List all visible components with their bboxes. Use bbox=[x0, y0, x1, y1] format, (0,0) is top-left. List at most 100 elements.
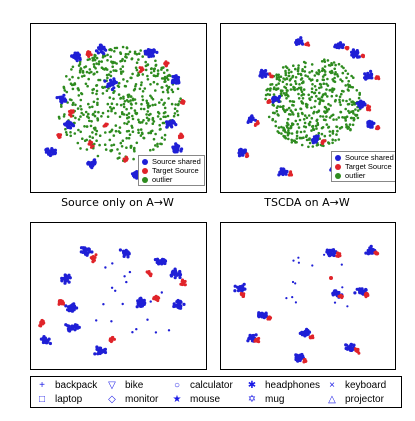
outlier-point bbox=[326, 59, 330, 62]
outlier-point bbox=[119, 97, 122, 100]
outlier-point bbox=[71, 65, 75, 69]
outlier-point bbox=[152, 148, 155, 151]
outlier-point bbox=[91, 105, 94, 109]
outlier-point bbox=[276, 130, 279, 133]
shared-point bbox=[121, 302, 124, 306]
outlier-point bbox=[73, 82, 76, 86]
outlier-point bbox=[298, 118, 302, 122]
target-point bbox=[180, 283, 184, 287]
shared-point bbox=[331, 248, 336, 252]
outlier-point bbox=[284, 69, 287, 73]
outlier-point bbox=[311, 83, 314, 86]
outlier-point bbox=[328, 134, 332, 137]
outlier-point bbox=[282, 104, 285, 108]
outlier-point bbox=[146, 63, 150, 66]
shared-point bbox=[294, 282, 297, 285]
outlier-point bbox=[313, 85, 317, 88]
outlier-point bbox=[172, 114, 176, 118]
class-legend-label: monitor bbox=[125, 393, 159, 405]
shared-point bbox=[46, 149, 50, 153]
shared-point bbox=[110, 87, 114, 92]
outlier-point bbox=[290, 70, 293, 74]
outlier-point bbox=[300, 136, 304, 140]
shared-point bbox=[110, 286, 114, 289]
outlier-point bbox=[128, 50, 132, 54]
outlier-point bbox=[338, 100, 342, 104]
shared-point bbox=[66, 275, 70, 279]
target-point bbox=[57, 133, 61, 136]
outlier-point bbox=[321, 78, 325, 81]
outlier-point bbox=[131, 130, 135, 133]
target-marker-icon bbox=[335, 163, 341, 170]
outlier-point bbox=[166, 88, 169, 92]
shared-point bbox=[102, 45, 106, 49]
outlier-point bbox=[151, 97, 155, 101]
outlier-point bbox=[331, 90, 334, 94]
outlier-point bbox=[295, 141, 298, 144]
shared-point bbox=[239, 153, 243, 157]
outlier-point bbox=[327, 125, 331, 129]
outlier-point bbox=[131, 114, 134, 118]
outlier-point bbox=[137, 58, 140, 61]
outlier-point bbox=[294, 119, 298, 123]
outlier-point bbox=[123, 59, 127, 63]
target-point bbox=[268, 72, 272, 76]
outlier-point bbox=[319, 83, 323, 86]
outlier-point bbox=[303, 114, 307, 117]
outlier-point bbox=[141, 132, 144, 135]
outlier-point bbox=[285, 66, 289, 70]
outlier-point bbox=[122, 78, 125, 81]
outlier-point bbox=[339, 103, 342, 107]
shared-point bbox=[248, 333, 252, 337]
outlier-point bbox=[106, 53, 109, 57]
shared-point bbox=[71, 307, 75, 312]
shared-point bbox=[170, 79, 175, 83]
outlier-point bbox=[83, 74, 86, 77]
shared-point bbox=[111, 262, 114, 265]
scatter-panel-c bbox=[30, 222, 207, 370]
outlier-point bbox=[135, 61, 139, 64]
legend-b: Source shared Target Source outlier bbox=[331, 151, 395, 182]
outlier-point bbox=[101, 85, 104, 89]
class-legend-item-headphones: ✱ headphones bbox=[245, 378, 320, 392]
outlier-point bbox=[303, 70, 307, 73]
outlier-point bbox=[300, 111, 304, 115]
outlier-point bbox=[345, 115, 349, 118]
shared-point bbox=[51, 148, 55, 152]
outlier-point bbox=[96, 101, 99, 105]
outlier-point bbox=[344, 69, 347, 73]
scatter-panel-tscda: Source shared Target Source outlier bbox=[220, 23, 396, 193]
outlier-point bbox=[129, 76, 132, 80]
outlier-point bbox=[176, 109, 179, 113]
shared-point bbox=[163, 259, 167, 263]
outlier-point bbox=[176, 87, 180, 91]
target-point bbox=[38, 324, 42, 328]
shared-point bbox=[257, 311, 261, 315]
outlier-point bbox=[292, 104, 295, 107]
shared-point bbox=[166, 123, 170, 127]
outlier-point bbox=[289, 109, 293, 112]
target-point bbox=[113, 337, 116, 341]
shared-point bbox=[264, 74, 268, 79]
outlier-point bbox=[113, 50, 116, 53]
outlier-point bbox=[139, 121, 142, 124]
outlier-point bbox=[330, 63, 334, 66]
outlier-point bbox=[118, 115, 122, 119]
outlier-point bbox=[138, 87, 142, 91]
target-point bbox=[183, 279, 187, 283]
outlier-point bbox=[116, 148, 119, 151]
outlier-point bbox=[139, 83, 143, 87]
outlier-point bbox=[324, 92, 327, 95]
outlier-point bbox=[335, 118, 338, 121]
outlier-point bbox=[77, 64, 81, 67]
outlier-point bbox=[165, 84, 168, 88]
shared-point bbox=[91, 164, 95, 168]
outlier-point bbox=[276, 87, 280, 90]
outlier-point bbox=[310, 116, 314, 120]
target-point bbox=[89, 53, 93, 57]
outlier-point bbox=[289, 88, 293, 91]
outlier-point bbox=[141, 98, 145, 102]
target-point bbox=[373, 251, 377, 255]
outlier-point bbox=[290, 132, 294, 135]
outlier-point bbox=[287, 71, 291, 74]
